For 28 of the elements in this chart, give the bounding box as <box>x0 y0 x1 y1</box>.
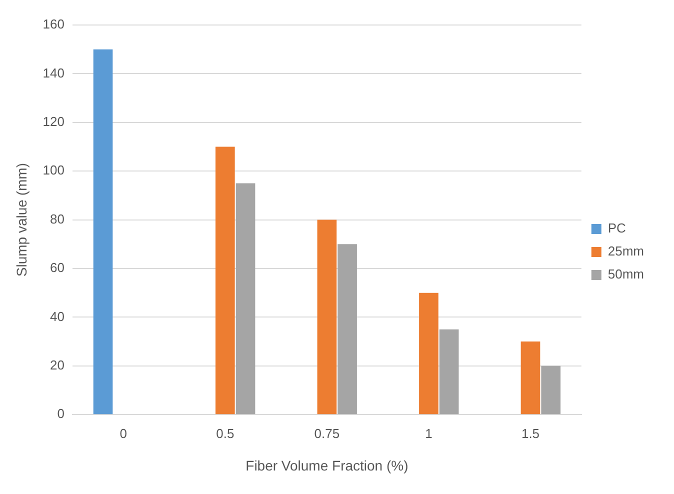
legend-label: 25mm <box>608 244 644 259</box>
y-axis-title: Slump value (mm) <box>13 163 30 277</box>
bar <box>236 183 256 414</box>
y-tick-label: 40 <box>50 308 64 324</box>
y-tick-label: 160 <box>42 16 64 32</box>
bar <box>520 342 540 414</box>
x-tick-label: 0 <box>120 426 127 441</box>
y-tick-label: 100 <box>42 162 64 178</box>
bar <box>215 146 235 414</box>
y-tick-label: 20 <box>50 357 64 372</box>
x-tick-label: 0.75 <box>314 426 340 441</box>
y-tick-label: 60 <box>50 260 64 276</box>
bar <box>419 292 438 414</box>
x-tick-label: 1.5 <box>521 426 540 441</box>
y-tick-label: 140 <box>42 65 64 80</box>
bar <box>338 244 357 414</box>
y-tick-label: 80 <box>50 211 64 226</box>
x-axis-title: Fiber Volume Fraction (%) <box>246 457 408 474</box>
bar <box>317 220 337 414</box>
bar <box>93 49 113 414</box>
y-tick-label: 120 <box>42 114 64 129</box>
x-tick-label: 1 <box>425 426 432 441</box>
y-tick-label: 0 <box>57 406 64 422</box>
bar <box>439 329 459 414</box>
bar <box>541 366 561 414</box>
legend-label: 50mm <box>608 266 644 282</box>
legend-label: PC <box>608 220 626 236</box>
x-tick-label: 0.5 <box>216 426 234 441</box>
